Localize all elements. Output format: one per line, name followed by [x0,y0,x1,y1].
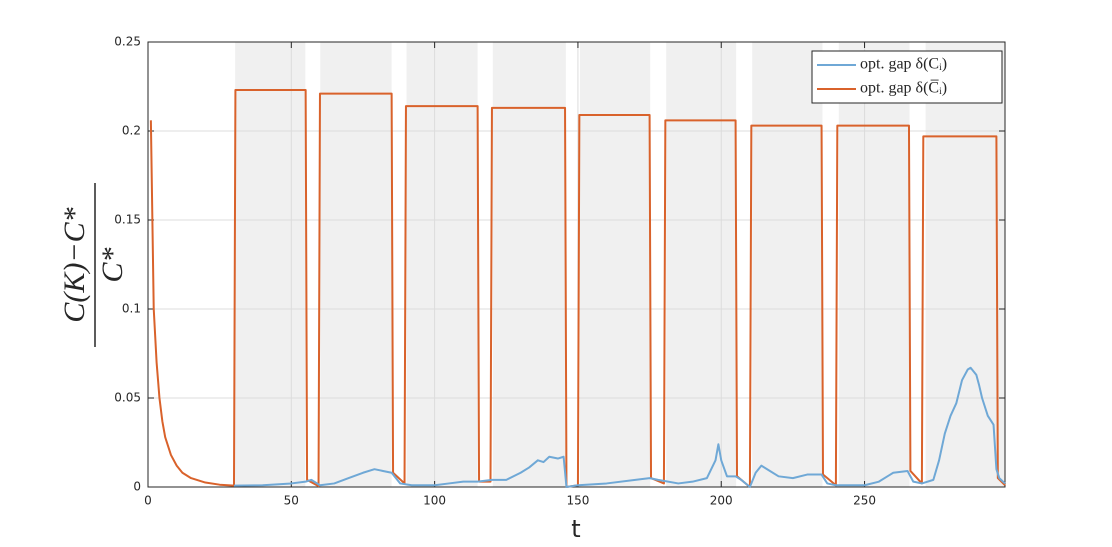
series-line [233,366,1006,488]
legend: opt. gap δ(Cᵢ) opt. gap δ(C̅ᵢ) [811,50,1003,104]
y-axis-label: C(K)−C* C* [58,183,129,347]
shaded-interval [235,42,306,487]
x-axis-label: t [571,515,580,543]
shaded-interval [320,42,392,487]
legend-label: opt. gap δ(Cᵢ) [860,56,947,73]
y-tick-label: 0.1 [122,302,141,316]
y-tick-label: 0 [133,480,141,494]
shaded-interval [579,42,651,487]
axes-box [147,41,1006,488]
shaded-interval [492,42,566,487]
shaded-interval [666,42,737,487]
legend-box [811,50,1003,104]
x-tick-label: 150 [566,494,589,508]
y-tick-label: 0.05 [114,391,141,405]
x-tick-label: 250 [853,494,876,508]
y-label-numerator: C(K)−C* [58,207,91,322]
x-tick-label: 0 [144,494,152,508]
y-tick-label: 0.25 [114,35,141,49]
y-tick-label: 0.2 [122,124,141,138]
shaded-interval [925,42,1005,487]
x-tick-label: 200 [710,494,733,508]
shaded-interval [752,42,823,487]
y-tick-label: 0.15 [114,213,141,227]
legend-label: opt. gap δ(C̅ᵢ) [860,79,947,97]
x-tick-label: 50 [284,494,299,508]
x-tick-label: 100 [423,494,446,508]
shaded-interval [838,42,910,487]
y-label-denominator: C* [96,247,129,282]
shaded-interval [406,42,478,487]
